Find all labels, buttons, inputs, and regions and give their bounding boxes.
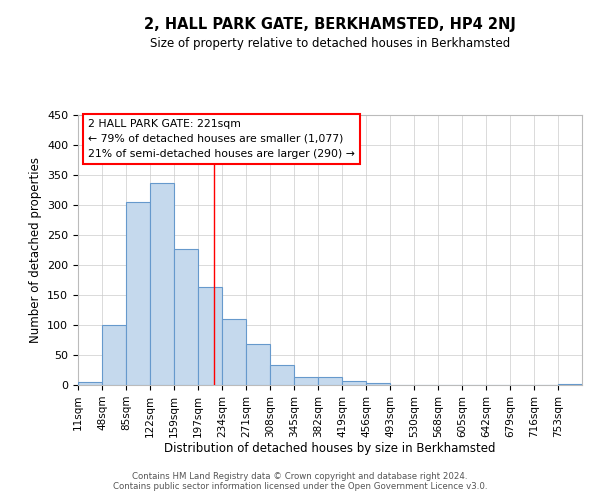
Bar — [198, 287, 222, 385]
Bar — [222, 319, 246, 385]
Text: 2 HALL PARK GATE: 221sqm
← 79% of detached houses are smaller (1,077)
21% of sem: 2 HALL PARK GATE: 221sqm ← 79% of detach… — [88, 119, 355, 158]
Text: Contains HM Land Registry data © Crown copyright and database right 2024.: Contains HM Land Registry data © Crown c… — [132, 472, 468, 481]
Bar — [174, 250, 198, 385]
Bar — [318, 377, 342, 385]
Y-axis label: Number of detached properties: Number of detached properties — [29, 157, 41, 343]
Bar — [270, 365, 294, 385]
Bar — [102, 325, 126, 385]
Bar — [558, 384, 582, 385]
Text: Contains public sector information licensed under the Open Government Licence v3: Contains public sector information licen… — [113, 482, 487, 491]
Bar — [78, 382, 102, 385]
Bar — [294, 376, 318, 385]
X-axis label: Distribution of detached houses by size in Berkhamsted: Distribution of detached houses by size … — [164, 442, 496, 456]
Bar — [342, 381, 366, 385]
Bar — [150, 183, 174, 385]
Bar — [126, 202, 150, 385]
Text: 2, HALL PARK GATE, BERKHAMSTED, HP4 2NJ: 2, HALL PARK GATE, BERKHAMSTED, HP4 2NJ — [144, 18, 516, 32]
Bar — [246, 344, 270, 385]
Bar — [366, 382, 390, 385]
Text: Size of property relative to detached houses in Berkhamsted: Size of property relative to detached ho… — [150, 38, 510, 51]
